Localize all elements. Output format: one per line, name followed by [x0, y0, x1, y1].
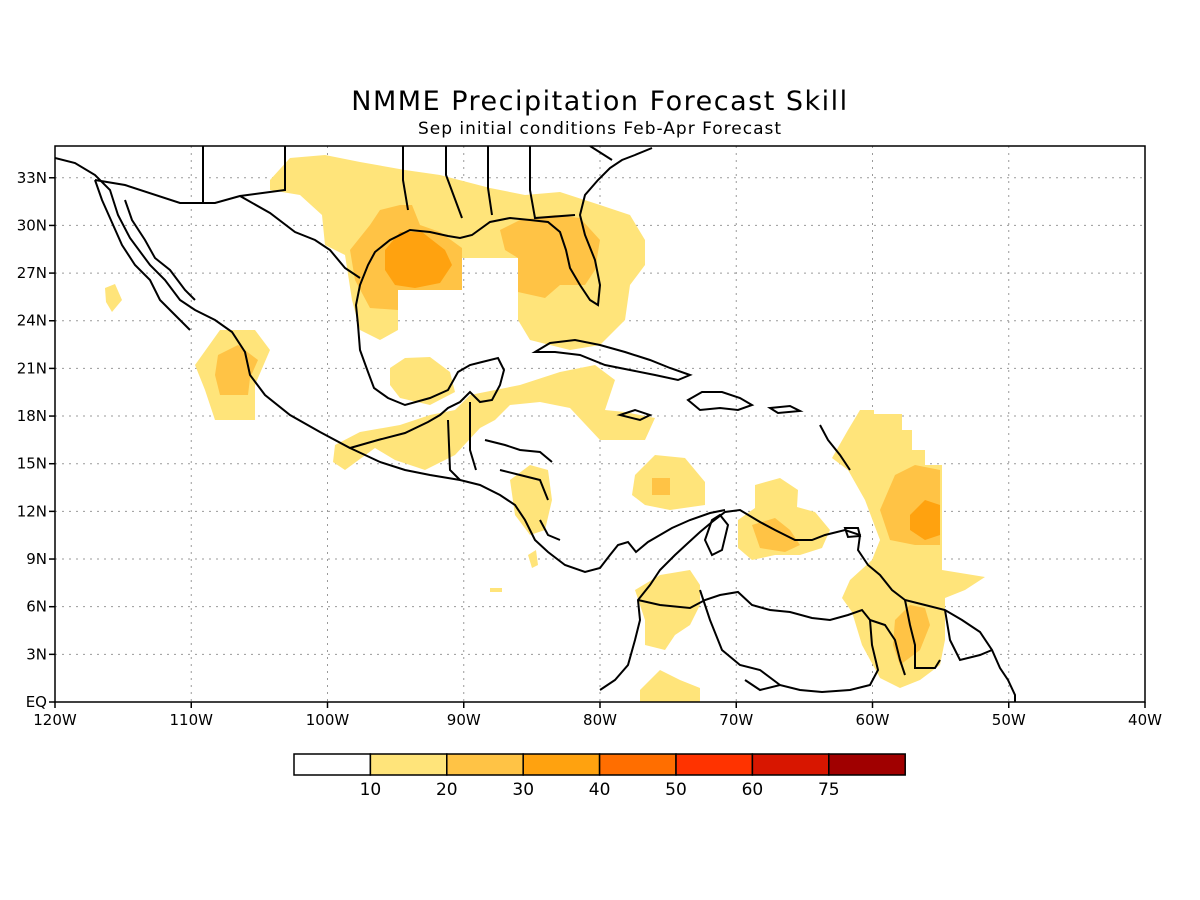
- lat-label: 30N: [17, 216, 47, 234]
- legend-swatch: [675, 753, 754, 776]
- atlantic-skill-region-30: [910, 500, 940, 540]
- lat-label: 15N: [17, 455, 47, 473]
- guianas-skill-region: [832, 410, 985, 688]
- coastlines: [55, 146, 1016, 702]
- lat-label: 33N: [17, 169, 47, 187]
- skill-shading: [105, 155, 985, 702]
- amazon-skill-region: [640, 670, 700, 702]
- lat-label: 24N: [17, 312, 47, 330]
- legend-label: 75: [818, 780, 840, 800]
- map-axes: 120W 110W 100W 90W 80W 70W 60W 50W 40W 33N 30N 27N 2…: [17, 169, 1162, 729]
- central-america-skill-region: [333, 365, 655, 470]
- lon-label: 100W: [306, 711, 350, 729]
- lat-label: 3N: [26, 645, 47, 663]
- lon-label: 50W: [992, 711, 1026, 729]
- legend-label: 30: [512, 780, 534, 800]
- legend-swatch: [293, 753, 372, 776]
- lon-label: 90W: [447, 711, 481, 729]
- nicaragua-skill-region: [510, 465, 552, 535]
- legend-label: 10: [360, 780, 382, 800]
- legend-swatch: [828, 753, 906, 776]
- gulf-skill-region-30: [385, 232, 452, 288]
- yucatan-skill-region: [390, 357, 455, 405]
- colombia-skill-region: [635, 570, 700, 650]
- venezuela-skill-region-20: [752, 518, 800, 552]
- legend-swatch: [522, 753, 601, 776]
- legend-label: 50: [665, 780, 687, 800]
- legend-swatch: [598, 753, 677, 776]
- color-legend: 10 20 30 40 50 60 75: [293, 753, 906, 800]
- legend-swatch: [369, 753, 448, 776]
- baja-skill-region: [105, 284, 122, 312]
- lon-label: 70W: [719, 711, 753, 729]
- lon-label: 60W: [856, 711, 890, 729]
- lat-label: 6N: [26, 598, 47, 616]
- legend-swatch: [751, 753, 830, 776]
- lat-label: 21N: [17, 359, 47, 377]
- lon-label: 120W: [33, 711, 77, 729]
- lon-label: 80W: [583, 711, 617, 729]
- lon-label: 110W: [170, 711, 214, 729]
- lat-label: 12N: [17, 502, 47, 520]
- lat-label: 27N: [17, 264, 47, 282]
- legend-swatch: [446, 753, 524, 776]
- lon-label: 40W: [1128, 711, 1162, 729]
- legend-label: 20: [436, 780, 458, 800]
- lat-label: EQ: [26, 693, 47, 711]
- map-subtitle: Sep initial conditions Feb-Apr Forecast: [417, 119, 783, 139]
- lat-label: 9N: [26, 550, 47, 568]
- legend-label: 60: [742, 780, 764, 800]
- legend-label: 40: [589, 780, 611, 800]
- map-title: NMME Precipitation Forecast Skill: [351, 86, 849, 117]
- lat-label: 18N: [17, 407, 47, 425]
- west-mexico-skill-region-20: [215, 345, 258, 395]
